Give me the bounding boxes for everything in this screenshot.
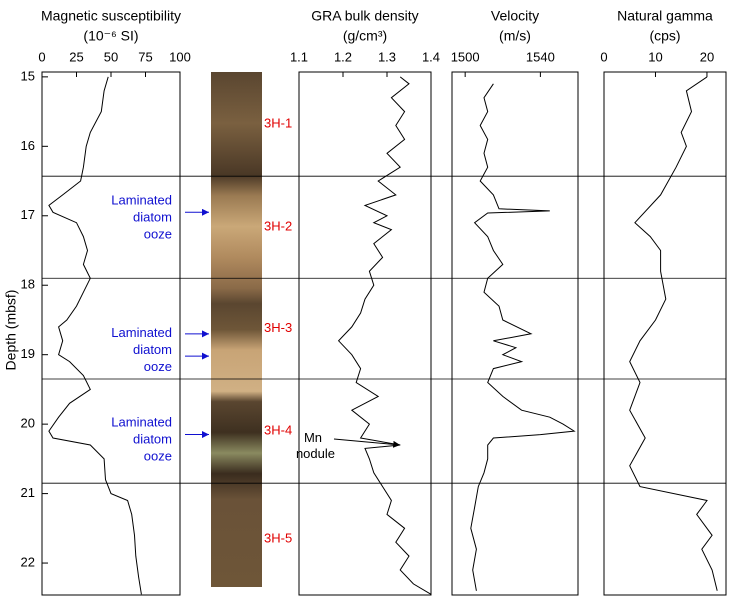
nodule-label: Mn nodule <box>296 430 335 461</box>
core-image <box>211 72 262 587</box>
section-label: 3H-2 <box>264 219 292 234</box>
panel-title: (m/s) <box>499 28 531 44</box>
y-tick-label: 19 <box>21 346 35 361</box>
x-tick-label: 1540 <box>526 49 555 64</box>
panel-title: (g/cm³) <box>343 28 387 44</box>
x-tick-label: 1.1 <box>290 49 308 64</box>
section-label: 3H-1 <box>264 116 292 131</box>
panel-title: (10⁻⁶ SI) <box>83 28 138 44</box>
y-tick-label: 20 <box>21 416 35 431</box>
data-line <box>48 76 142 595</box>
x-tick-label: 20 <box>700 49 714 64</box>
x-tick-label: 50 <box>104 49 118 64</box>
nodule-arrow <box>333 438 401 448</box>
x-tick-label: 1.4 <box>422 49 440 64</box>
annotation: Laminated diatom ooze <box>111 415 172 464</box>
section-label: 3H-3 <box>264 320 292 335</box>
annotation: Laminated diatom ooze <box>111 325 172 374</box>
y-tick-label: 18 <box>21 277 35 292</box>
data-line <box>629 76 718 591</box>
annotation: Laminated diatom ooze <box>111 193 172 242</box>
section-label: 3H-5 <box>264 531 292 546</box>
x-tick-label: 1.3 <box>378 49 396 64</box>
x-tick-label: 25 <box>69 49 83 64</box>
panel-frame <box>298 71 432 596</box>
y-axis-label: Depth (mbsf) <box>3 290 19 371</box>
x-tick-label: 0 <box>600 49 607 64</box>
x-tick-label: 0 <box>38 49 45 64</box>
panel-frame <box>451 71 579 596</box>
x-tick-label: 75 <box>138 49 152 64</box>
x-tick-label: 1.2 <box>334 49 352 64</box>
x-tick-label: 100 <box>169 49 191 64</box>
panel-title: Velocity <box>491 8 539 24</box>
y-tick-label: 22 <box>21 554 35 569</box>
panel-frame <box>603 71 727 596</box>
y-tick-label: 21 <box>21 485 35 500</box>
data-line <box>470 83 576 591</box>
y-tick-label: 15 <box>21 68 35 83</box>
panel-title: Natural gamma <box>617 8 713 24</box>
section-label: 3H-4 <box>264 423 292 438</box>
data-line <box>337 76 432 595</box>
x-tick-label: 10 <box>648 49 662 64</box>
panel-title: GRA bulk density <box>311 8 418 24</box>
y-tick-label: 17 <box>21 207 35 222</box>
panel-title: (cps) <box>649 28 680 44</box>
x-tick-label: 1500 <box>451 49 480 64</box>
y-tick-label: 16 <box>21 138 35 153</box>
panel-title: Magnetic susceptibility <box>41 8 181 24</box>
